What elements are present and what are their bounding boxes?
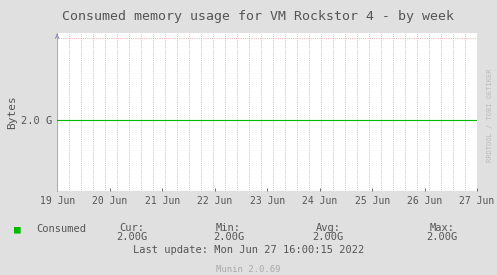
Text: 2.00G: 2.00G (116, 232, 147, 242)
Text: Munin 2.0.69: Munin 2.0.69 (216, 265, 281, 274)
Text: Min:: Min: (216, 223, 241, 233)
Text: Consumed memory usage for VM Rockstor 4 - by week: Consumed memory usage for VM Rockstor 4 … (63, 10, 454, 23)
Text: Max:: Max: (430, 223, 455, 233)
Y-axis label: Bytes: Bytes (7, 95, 17, 129)
Text: 2.00G: 2.00G (313, 232, 343, 242)
Text: Cur:: Cur: (119, 223, 144, 233)
Text: RRDTOOL / TOBI OETIKER: RRDTOOL / TOBI OETIKER (487, 69, 493, 162)
Text: Avg:: Avg: (316, 223, 340, 233)
Text: Consumed: Consumed (36, 224, 86, 234)
Text: 2.00G: 2.00G (213, 232, 244, 242)
Text: ■: ■ (14, 224, 21, 234)
Text: 2.00G: 2.00G (427, 232, 458, 242)
Text: Last update: Mon Jun 27 16:00:15 2022: Last update: Mon Jun 27 16:00:15 2022 (133, 245, 364, 255)
